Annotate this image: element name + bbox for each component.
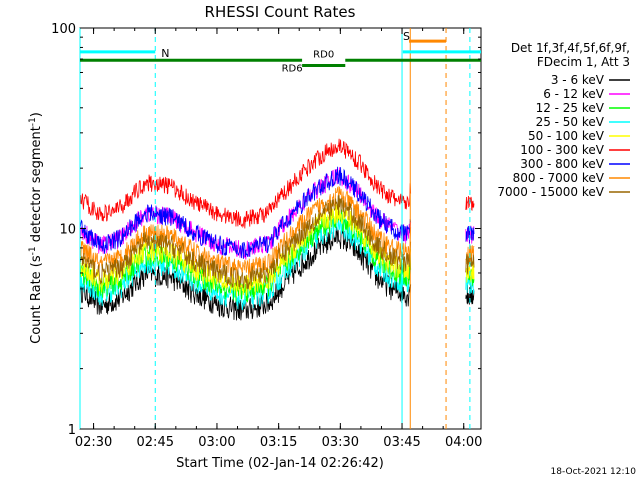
x-tick-label: 03:00 — [198, 435, 235, 450]
x-tick-label: 02:30 — [75, 435, 112, 450]
n-bar-label: N — [161, 47, 169, 60]
series-line-post-7000-15000keV — [465, 253, 475, 275]
y-label-part-3: ) — [29, 112, 44, 117]
rd0-label: RD0 — [313, 49, 334, 60]
series-line-post-3-6keV — [465, 284, 475, 305]
legend-label: 6 - 12 keV — [543, 87, 605, 101]
legend-label: 7000 - 15000 keV — [497, 185, 604, 199]
y-label-exp-2: -1 — [28, 117, 38, 126]
y-label-part-1: Count Rate (s — [29, 255, 44, 344]
y-tick-label: 10 — [59, 223, 76, 238]
rd6-label: RD6 — [282, 64, 303, 75]
series-line-post-100-300keV — [465, 195, 475, 211]
series-line-7000-15000keV — [79, 195, 412, 290]
x-tick-label: 03:45 — [383, 435, 420, 450]
s-bar-label: S — [403, 30, 410, 43]
chart-title: RHESSI Count Rates — [205, 3, 356, 21]
y-label-exp-1: -1 — [28, 246, 38, 255]
series-line-25-50keV — [79, 215, 412, 311]
legend-label: 100 - 300 keV — [520, 143, 604, 157]
legend-label: 25 - 50 keV — [536, 115, 605, 129]
plot-frame — [79, 27, 482, 430]
series-line-50-100keV — [79, 202, 412, 297]
legend-label: 12 - 25 keV — [536, 101, 605, 115]
series-line-300-800keV — [79, 166, 412, 259]
axis-layer: 1 10 100 02:30 02:45 03:00 03:15 03:30 03:45 04:0… — [51, 22, 482, 450]
x-tick-label: 03:30 — [322, 435, 359, 450]
x-tick-label: 03:15 — [260, 435, 297, 450]
y-tick-label: 1 — [68, 423, 76, 438]
x-tick-label: 04:00 — [445, 435, 482, 450]
legend-header-line-2: FDecim 1, Att 3 — [537, 55, 630, 69]
x-axis-label: Start Time (02-Jan-14 02:26:42) — [176, 456, 384, 471]
legend-label: 800 - 7000 keV — [513, 171, 605, 185]
annotation-layer: N S RD0 RD6 — [79, 28, 481, 429]
legend-label: 50 - 100 keV — [528, 129, 605, 143]
timestamp: 18-Oct-2021 12:10 — [551, 467, 637, 477]
series-line-100-300keV — [79, 138, 412, 229]
legend-header-line-1: Det 1f,3f,4f,5f,6f,9f, — [511, 41, 630, 55]
x-tick-label: 02:45 — [137, 435, 174, 450]
legend-label: 300 - 800 keV — [520, 157, 604, 171]
legend-label: 3 - 6 keV — [551, 73, 605, 87]
y-tick-label: 100 — [51, 22, 76, 37]
legend: Det 1f,3f,4f,5f,6f,9f, FDecim 1, Att 3 3… — [497, 41, 630, 199]
y-axis-label: Count Rate (s-1 detector segment-1) — [28, 112, 44, 344]
series-layer — [79, 138, 475, 321]
y-label-part-2: detector segment — [29, 126, 44, 246]
